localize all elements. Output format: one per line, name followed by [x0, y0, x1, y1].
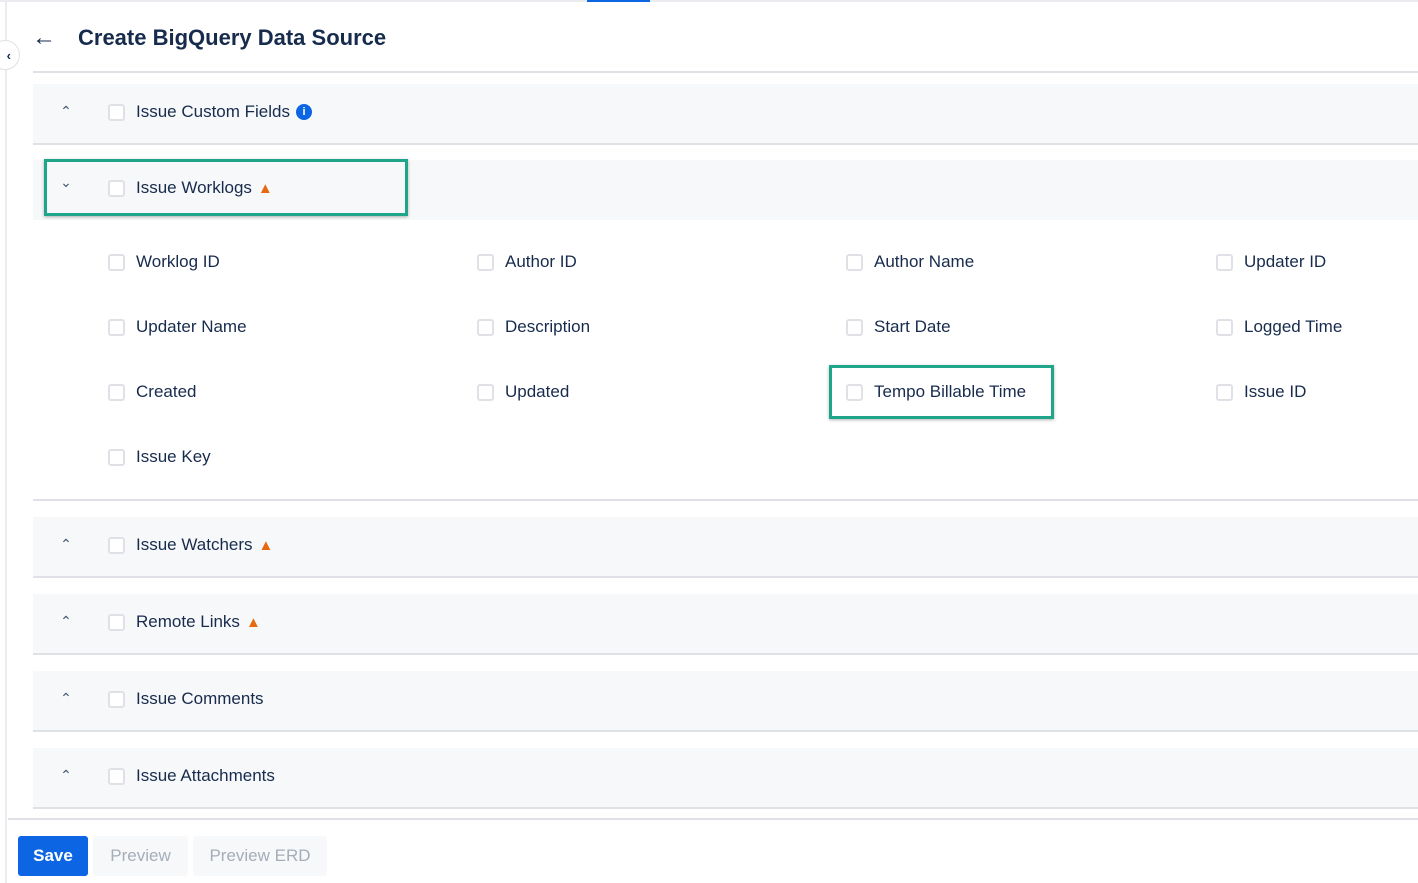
field-label: Issue ID	[1244, 382, 1307, 401]
sidebar-edge	[5, 0, 7, 883]
save-button[interactable]: Save	[18, 836, 88, 876]
warning-icon[interactable]: ▲	[258, 537, 274, 554]
field-label: Updated	[505, 382, 570, 401]
section-checkbox[interactable]	[108, 768, 125, 785]
warning-icon[interactable]: ▲	[257, 180, 273, 197]
field-label: Start Date	[874, 317, 951, 336]
field-checkbox[interactable]	[108, 254, 125, 271]
field-label: Logged Time	[1244, 317, 1343, 336]
section-label: Issue Attachments	[136, 766, 275, 785]
field-checkbox[interactable]	[477, 254, 494, 271]
field-label: Created	[136, 382, 197, 401]
preview-button[interactable]: Preview	[93, 836, 188, 876]
section-issue-custom-fields[interactable]: ⌃ Issue Custom Fields i	[33, 84, 1418, 145]
field-checkbox[interactable]	[846, 254, 863, 271]
field-label: Author ID	[505, 252, 577, 271]
field-label: Issue Key	[136, 447, 211, 466]
chevron-up-icon[interactable]: ⌃	[60, 103, 72, 119]
field-checkbox[interactable]	[108, 449, 125, 466]
field-label: Worklog ID	[136, 252, 220, 271]
section-checkbox[interactable]	[108, 614, 125, 631]
section-checkbox[interactable]	[108, 104, 125, 121]
chevron-down-icon[interactable]: ⌄	[60, 174, 72, 190]
section-label: Remote Links ▲	[136, 612, 261, 631]
chevron-up-icon[interactable]: ⌃	[60, 690, 72, 706]
warning-icon[interactable]: ▲	[245, 614, 261, 631]
field-checkbox[interactable]	[1216, 254, 1233, 271]
chevron-up-icon[interactable]: ⌃	[60, 536, 72, 552]
field-checkbox[interactable]	[108, 319, 125, 336]
header-divider	[33, 71, 1418, 73]
preview-erd-button[interactable]: Preview ERD	[193, 836, 327, 876]
section-label: Issue Watchers ▲	[136, 535, 274, 554]
field-label: Tempo Billable Time	[874, 382, 1027, 401]
section-label: Issue Custom Fields i	[136, 102, 312, 122]
chevron-up-icon[interactable]: ⌃	[60, 613, 72, 629]
section-checkbox[interactable]	[108, 537, 125, 554]
field-checkbox[interactable]	[846, 384, 863, 401]
active-tab-indicator	[587, 0, 650, 2]
highlight-box-worklogs	[44, 159, 408, 216]
page-title: Create BigQuery Data Source	[78, 25, 387, 50]
field-checkbox[interactable]	[108, 384, 125, 401]
section-issue-attachments[interactable]: ⌃ Issue Attachments	[33, 748, 1418, 809]
section-checkbox[interactable]	[108, 180, 125, 197]
section-issue-comments[interactable]: ⌃ Issue Comments	[33, 671, 1418, 732]
field-label: Updater ID	[1244, 252, 1327, 271]
section-issue-worklogs[interactable]: ⌄ Issue Worklogs ▲	[33, 160, 1418, 220]
top-border	[0, 0, 1418, 2]
collapse-sidebar-button[interactable]: ‹	[0, 40, 20, 70]
info-icon[interactable]: i	[296, 104, 312, 120]
chevron-left-icon: ‹	[6, 47, 11, 63]
section-remote-links[interactable]: ⌃ Remote Links ▲	[33, 594, 1418, 655]
field-checkbox[interactable]	[1216, 384, 1233, 401]
footer-divider	[8, 818, 1418, 820]
field-checkbox[interactable]	[477, 319, 494, 336]
back-arrow-icon[interactable]: ←	[32, 24, 56, 51]
field-label: Updater Name	[136, 317, 247, 336]
highlight-box-tempo-billable-time	[829, 365, 1054, 419]
field-checkbox[interactable]	[1216, 319, 1233, 336]
section-issue-watchers[interactable]: ⌃ Issue Watchers ▲	[33, 517, 1418, 578]
section-checkbox[interactable]	[108, 691, 125, 708]
field-label: Description	[505, 317, 591, 336]
section-label: Issue Comments	[136, 689, 264, 708]
field-checkbox[interactable]	[477, 384, 494, 401]
field-checkbox[interactable]	[846, 319, 863, 336]
section-divider	[33, 499, 1418, 501]
chevron-up-icon[interactable]: ⌃	[60, 767, 72, 783]
section-label: Issue Worklogs ▲	[136, 178, 273, 197]
field-label: Author Name	[874, 252, 975, 271]
